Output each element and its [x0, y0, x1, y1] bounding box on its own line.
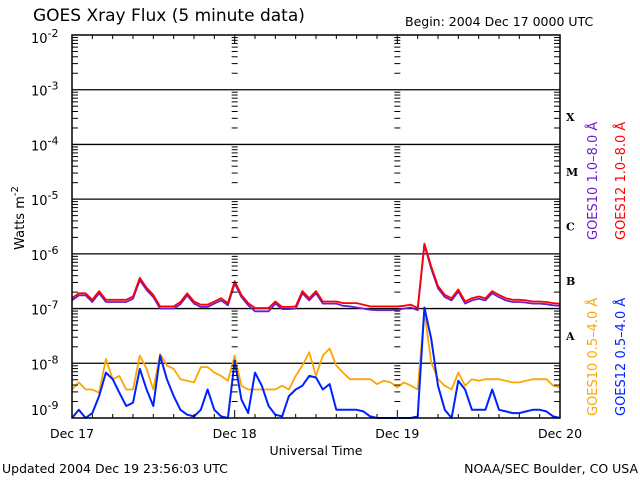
series-lines	[71, 242, 561, 419]
flare-class-A: A	[565, 330, 575, 343]
flare-class-X: X	[566, 111, 575, 124]
series-line-short-goes12	[71, 306, 561, 419]
axis-ticks	[72, 35, 560, 418]
x-axis-label: Universal Time	[270, 443, 363, 458]
y-tick-label: 10-3	[31, 80, 59, 100]
x-tick-label: Dec 18	[213, 426, 257, 441]
y-tick-label: 10-4	[31, 134, 59, 154]
x-tick-label: Dec 20	[538, 426, 582, 441]
flare-class-C: C	[566, 221, 575, 234]
y-tick-label: 10-7	[31, 299, 59, 319]
flare-class-M: M	[566, 166, 578, 179]
legend-goes10-short: GOES10 0.5–4.0 Å	[585, 298, 601, 416]
series-line-long-goes10	[71, 244, 561, 313]
series-line-long-goes12	[71, 242, 561, 309]
data-source: NOAA/SEC Boulder, CO USA	[464, 461, 638, 476]
legend-goes12-short: GOES12 0.5–4.0 Å	[613, 298, 629, 416]
y-tick-label: 10-9	[31, 399, 59, 419]
grid	[72, 89, 560, 364]
y-tick-label: 10-5	[31, 189, 59, 209]
x-tick-label: Dec 19	[375, 426, 419, 441]
x-tick-labels: Dec 17 Dec 18 Dec 19 Dec 20	[50, 426, 582, 441]
x-tick-label: Dec 17	[50, 426, 94, 441]
plot-frame	[71, 34, 561, 419]
y-axis-label: Watts m-2	[10, 186, 28, 250]
flare-class-B: B	[566, 275, 575, 288]
legend-goes12-long: GOES12 1.0–8.0 Å	[613, 122, 629, 240]
y-tick-label: 10-6	[31, 244, 59, 264]
y-tick-label: 10-8	[31, 353, 59, 373]
y-tick-label: 10-2	[31, 27, 59, 47]
begin-time: Begin: 2004 Dec 17 0000 UTC	[405, 14, 593, 29]
legend-goes10-long: GOES10 1.0–8.0 Å	[585, 122, 601, 240]
y-tick-labels: 10-2 10-3 10-4 10-5 10-6 10-7 10-8 10-9	[31, 27, 59, 419]
chart-title: GOES Xray Flux (5 minute data)	[33, 6, 305, 26]
updated-time: Updated 2004 Dec 19 23:56:03 UTC	[2, 461, 228, 476]
series-line-short-goes10	[71, 310, 561, 394]
flare-class-labels: X M C B A	[565, 111, 578, 343]
